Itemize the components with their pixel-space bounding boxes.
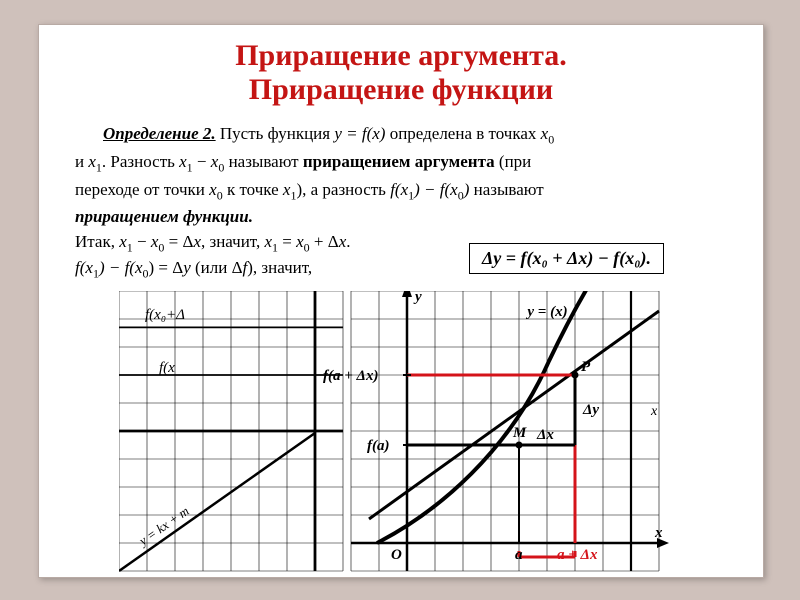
svg-text:Δy: Δy: [582, 402, 599, 418]
slide-title: Приращение аргумента. Приращение функции: [39, 39, 763, 106]
svg-text:f(x₀+Δ: f(x₀+Δ: [145, 307, 185, 323]
title-line-2: Приращение функции: [249, 73, 553, 106]
formula-box: Δy = f(x₀ + Δx) − f(x₀).: [469, 243, 664, 274]
svg-text:x: x: [654, 525, 663, 541]
svg-text:Δx: Δx: [536, 427, 554, 443]
svg-text:O: O: [391, 547, 402, 563]
formula-text: Δy = f(x₀ + Δx) − f(x₀).: [482, 248, 651, 268]
svg-text:y: y: [413, 291, 422, 305]
slide-frame: Приращение аргумента. Приращение функции…: [38, 24, 764, 578]
svg-text:M: M: [512, 425, 527, 441]
svg-text:a: a: [515, 547, 523, 563]
diagram-area: f(x₀+Δf(xy = kx + myxxOy = (x)f(a + Δx)f…: [119, 291, 679, 573]
svg-text:f(a): f(a): [367, 438, 390, 454]
svg-text:a + Δx: a + Δx: [557, 547, 598, 563]
diagram-svg: f(x₀+Δf(xy = kx + myxxOy = (x)f(a + Δx)f…: [119, 291, 679, 573]
definition-text: Определение 2. Пусть функция y = f(x) оп…: [75, 123, 735, 231]
svg-text:f(a + Δx): f(a + Δx): [323, 368, 378, 384]
svg-text:y = (x): y = (x): [525, 304, 567, 320]
svg-text:f(x: f(x: [159, 360, 175, 376]
svg-text:P: P: [581, 359, 591, 375]
itak-block: Итак, x1 − x0 = Δx, значит, x1 = x0 + Δx…: [75, 231, 445, 284]
definition-head: Определение 2.: [103, 124, 216, 143]
svg-text:x: x: [650, 404, 658, 419]
title-line-1: Приращение аргумента.: [235, 39, 567, 72]
